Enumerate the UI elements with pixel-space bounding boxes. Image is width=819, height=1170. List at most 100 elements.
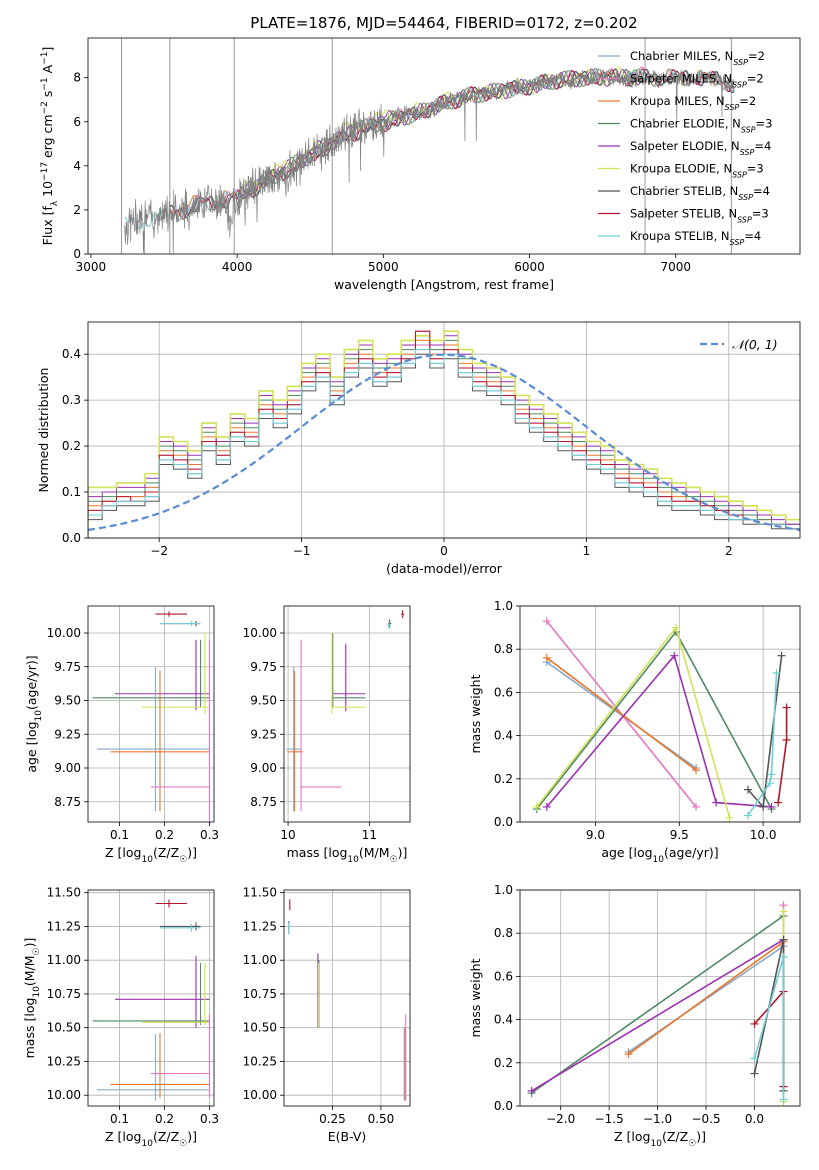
- y-tick-label: 10.75: [243, 987, 277, 1001]
- plot-area: [288, 899, 407, 1101]
- y-tick-label: 0: [73, 247, 81, 261]
- y-tick-label: 0.4: [494, 1013, 513, 1027]
- x-tick-label: 10.0: [750, 828, 777, 842]
- y-tick-label: 0.0: [494, 1099, 513, 1113]
- legend-label: Salpeter STELIB, NSSP=3: [630, 207, 769, 225]
- y-tick-label: 0.8: [494, 642, 513, 656]
- series-line: [546, 654, 772, 808]
- histogram-step: [88, 330, 800, 538]
- y-tick-label: 10.25: [47, 1054, 81, 1068]
- axes-frame: [87, 605, 215, 823]
- data-spectrum-line: [124, 68, 735, 254]
- y-tick-label: 6: [73, 115, 81, 129]
- series-line: [546, 657, 697, 771]
- y-tick-label: 10.00: [243, 1088, 277, 1102]
- x-tick-label: 0.2: [155, 828, 174, 842]
- panel-mass-weight-vs-age: 9.0 9.5 10.0 0.0 0.2 0.4 0.6 0.8 1.0 age [log10(a…: [468, 599, 801, 865]
- legend-label: Salpeter MILES, NSSP=2: [630, 72, 764, 90]
- legend-label: Chabrier MILES, NSSP=2: [630, 49, 765, 67]
- figure-title: PLATE=1876, MJD=54464, FIBERID=0172, z=0…: [250, 14, 637, 32]
- panel-mass-weight-vs-Z: −2.0 −1.5 −1.0 −0.5 0.0 0.0 0.2 0.4 0.6 0.8 1.0 Z […: [468, 883, 801, 1149]
- plot-area: [92, 899, 211, 1101]
- x-tick-label: −2.0: [546, 1112, 575, 1126]
- y-tick-label: 10.75: [47, 987, 81, 1001]
- y-tick-label: 9.00: [250, 761, 277, 775]
- axes-frame: [283, 605, 411, 823]
- legend-label: Chabrier STELIB, NSSP=4: [630, 184, 770, 202]
- histogram-step: [88, 349, 800, 538]
- y-tick-label: 8.75: [54, 795, 81, 809]
- y-tick-label: 10.25: [243, 1054, 277, 1068]
- panel-residuals: −2 −1 0 1 2 0.0 0.1 0.2 0.3 0.4 (data-model)/error…: [36, 321, 801, 576]
- panel-spectrum: 3000 4000 5000 6000 7000 0 2 4 6 8 wavelength [Ang…: [40, 37, 801, 292]
- plot-area: [532, 617, 791, 822]
- x-axis-label: Z [log10(Z/Z☉)]: [105, 1129, 197, 1149]
- y-tick-label: 11.25: [47, 919, 81, 933]
- panel-age-vs-mass: 10 11 8.75 9.00 9.25 9.50 9.75 10.00 mass [log10…: [243, 605, 411, 865]
- y-axis-label: Normed distribution: [36, 368, 51, 493]
- x-tick-label: 1: [583, 544, 591, 558]
- y-tick-label: 0.4: [62, 347, 81, 361]
- legend-label: Kroupa ELODIE, NSSP=3: [630, 162, 764, 180]
- axes-frame: [519, 889, 801, 1107]
- y-tick-label: 1.0: [494, 599, 513, 613]
- y-tick-label: 10.00: [47, 1088, 81, 1102]
- panel-mass-vs-EBV: 0.25 0.50 10.00 10.25 10.50 10.75 11.00 11.25 11…: [243, 886, 411, 1144]
- y-tick-label: 9.75: [54, 660, 81, 674]
- y-axis-label: Flux [fλ 10−17 erg cm−2 s−1 A−1]: [40, 47, 60, 246]
- x-tick-label: −1.0: [643, 1112, 672, 1126]
- y-axis-label: mass [log10(M/M☉)]: [22, 938, 42, 1059]
- y-tick-label: 0.6: [494, 685, 513, 699]
- x-tick-label: 0.1: [110, 828, 129, 842]
- x-axis-label: age [log10(age/yr)]: [601, 845, 718, 865]
- y-tick-label: 9.00: [54, 761, 81, 775]
- y-tick-label: 11.00: [243, 953, 277, 967]
- y-tick-label: 11.25: [243, 919, 277, 933]
- plot-area: [121, 38, 735, 254]
- model-spectrum-line: [236, 68, 647, 199]
- panel-age-vs-Z: 0.1 0.2 0.3 8.75 9.00 9.25 9.50 9.75 10.00 Z [log…: [24, 605, 219, 865]
- x-tick-label: 0.1: [110, 1112, 129, 1126]
- y-tick-label: 1.0: [494, 883, 513, 897]
- axes-frame: [283, 889, 411, 1107]
- axes-frame: [87, 321, 801, 539]
- x-tick-label: 11: [362, 828, 377, 842]
- y-tick-label: 9.50: [250, 694, 277, 708]
- x-axis-label: wavelength [Angstrom, rest frame]: [334, 277, 554, 292]
- x-tick-label: 2: [725, 544, 733, 558]
- x-tick-label: −1.5: [595, 1112, 624, 1126]
- y-tick-label: 0.4: [494, 729, 513, 743]
- x-tick-label: 7000: [660, 260, 691, 274]
- plot-area: [286, 610, 405, 812]
- y-tick-label: 0.3: [62, 393, 81, 407]
- x-axis-label: E(B-V): [328, 1129, 367, 1144]
- plot-area: [92, 611, 211, 822]
- series-line: [747, 672, 778, 816]
- x-tick-label: 0.50: [368, 1112, 395, 1126]
- normal-curve: [88, 353, 800, 531]
- y-tick-label: 8: [73, 71, 81, 85]
- axes-frame: [519, 605, 801, 823]
- axes-frame: [87, 889, 215, 1107]
- x-axis-label: Z [log10(Z/Z☉)]: [105, 845, 197, 865]
- y-tick-label: 9.25: [54, 727, 81, 741]
- plot-area: [88, 330, 800, 538]
- axes-frame: [87, 37, 801, 255]
- y-tick-label: 8.75: [250, 795, 277, 809]
- y-tick-label: 10.00: [47, 626, 81, 640]
- y-tick-label: 0.0: [494, 815, 513, 829]
- series-line: [777, 707, 788, 803]
- x-tick-label: 0.3: [200, 1112, 219, 1126]
- y-tick-label: 9.75: [250, 660, 277, 674]
- y-tick-label: 0.2: [494, 772, 513, 786]
- y-tick-label: 9.50: [54, 694, 81, 708]
- series-line: [531, 915, 784, 1094]
- x-tick-label: 0.2: [155, 1112, 174, 1126]
- y-tick-label: 10.50: [243, 1021, 277, 1035]
- x-tick-label: 3000: [76, 260, 107, 274]
- series-line: [628, 945, 784, 1053]
- legend: Chabrier MILES, NSSP=2 Salpeter MILES, NS…: [598, 49, 772, 247]
- x-tick-label: 9.5: [670, 828, 689, 842]
- legend-label: Salpeter ELODIE, NSSP=4: [630, 139, 771, 157]
